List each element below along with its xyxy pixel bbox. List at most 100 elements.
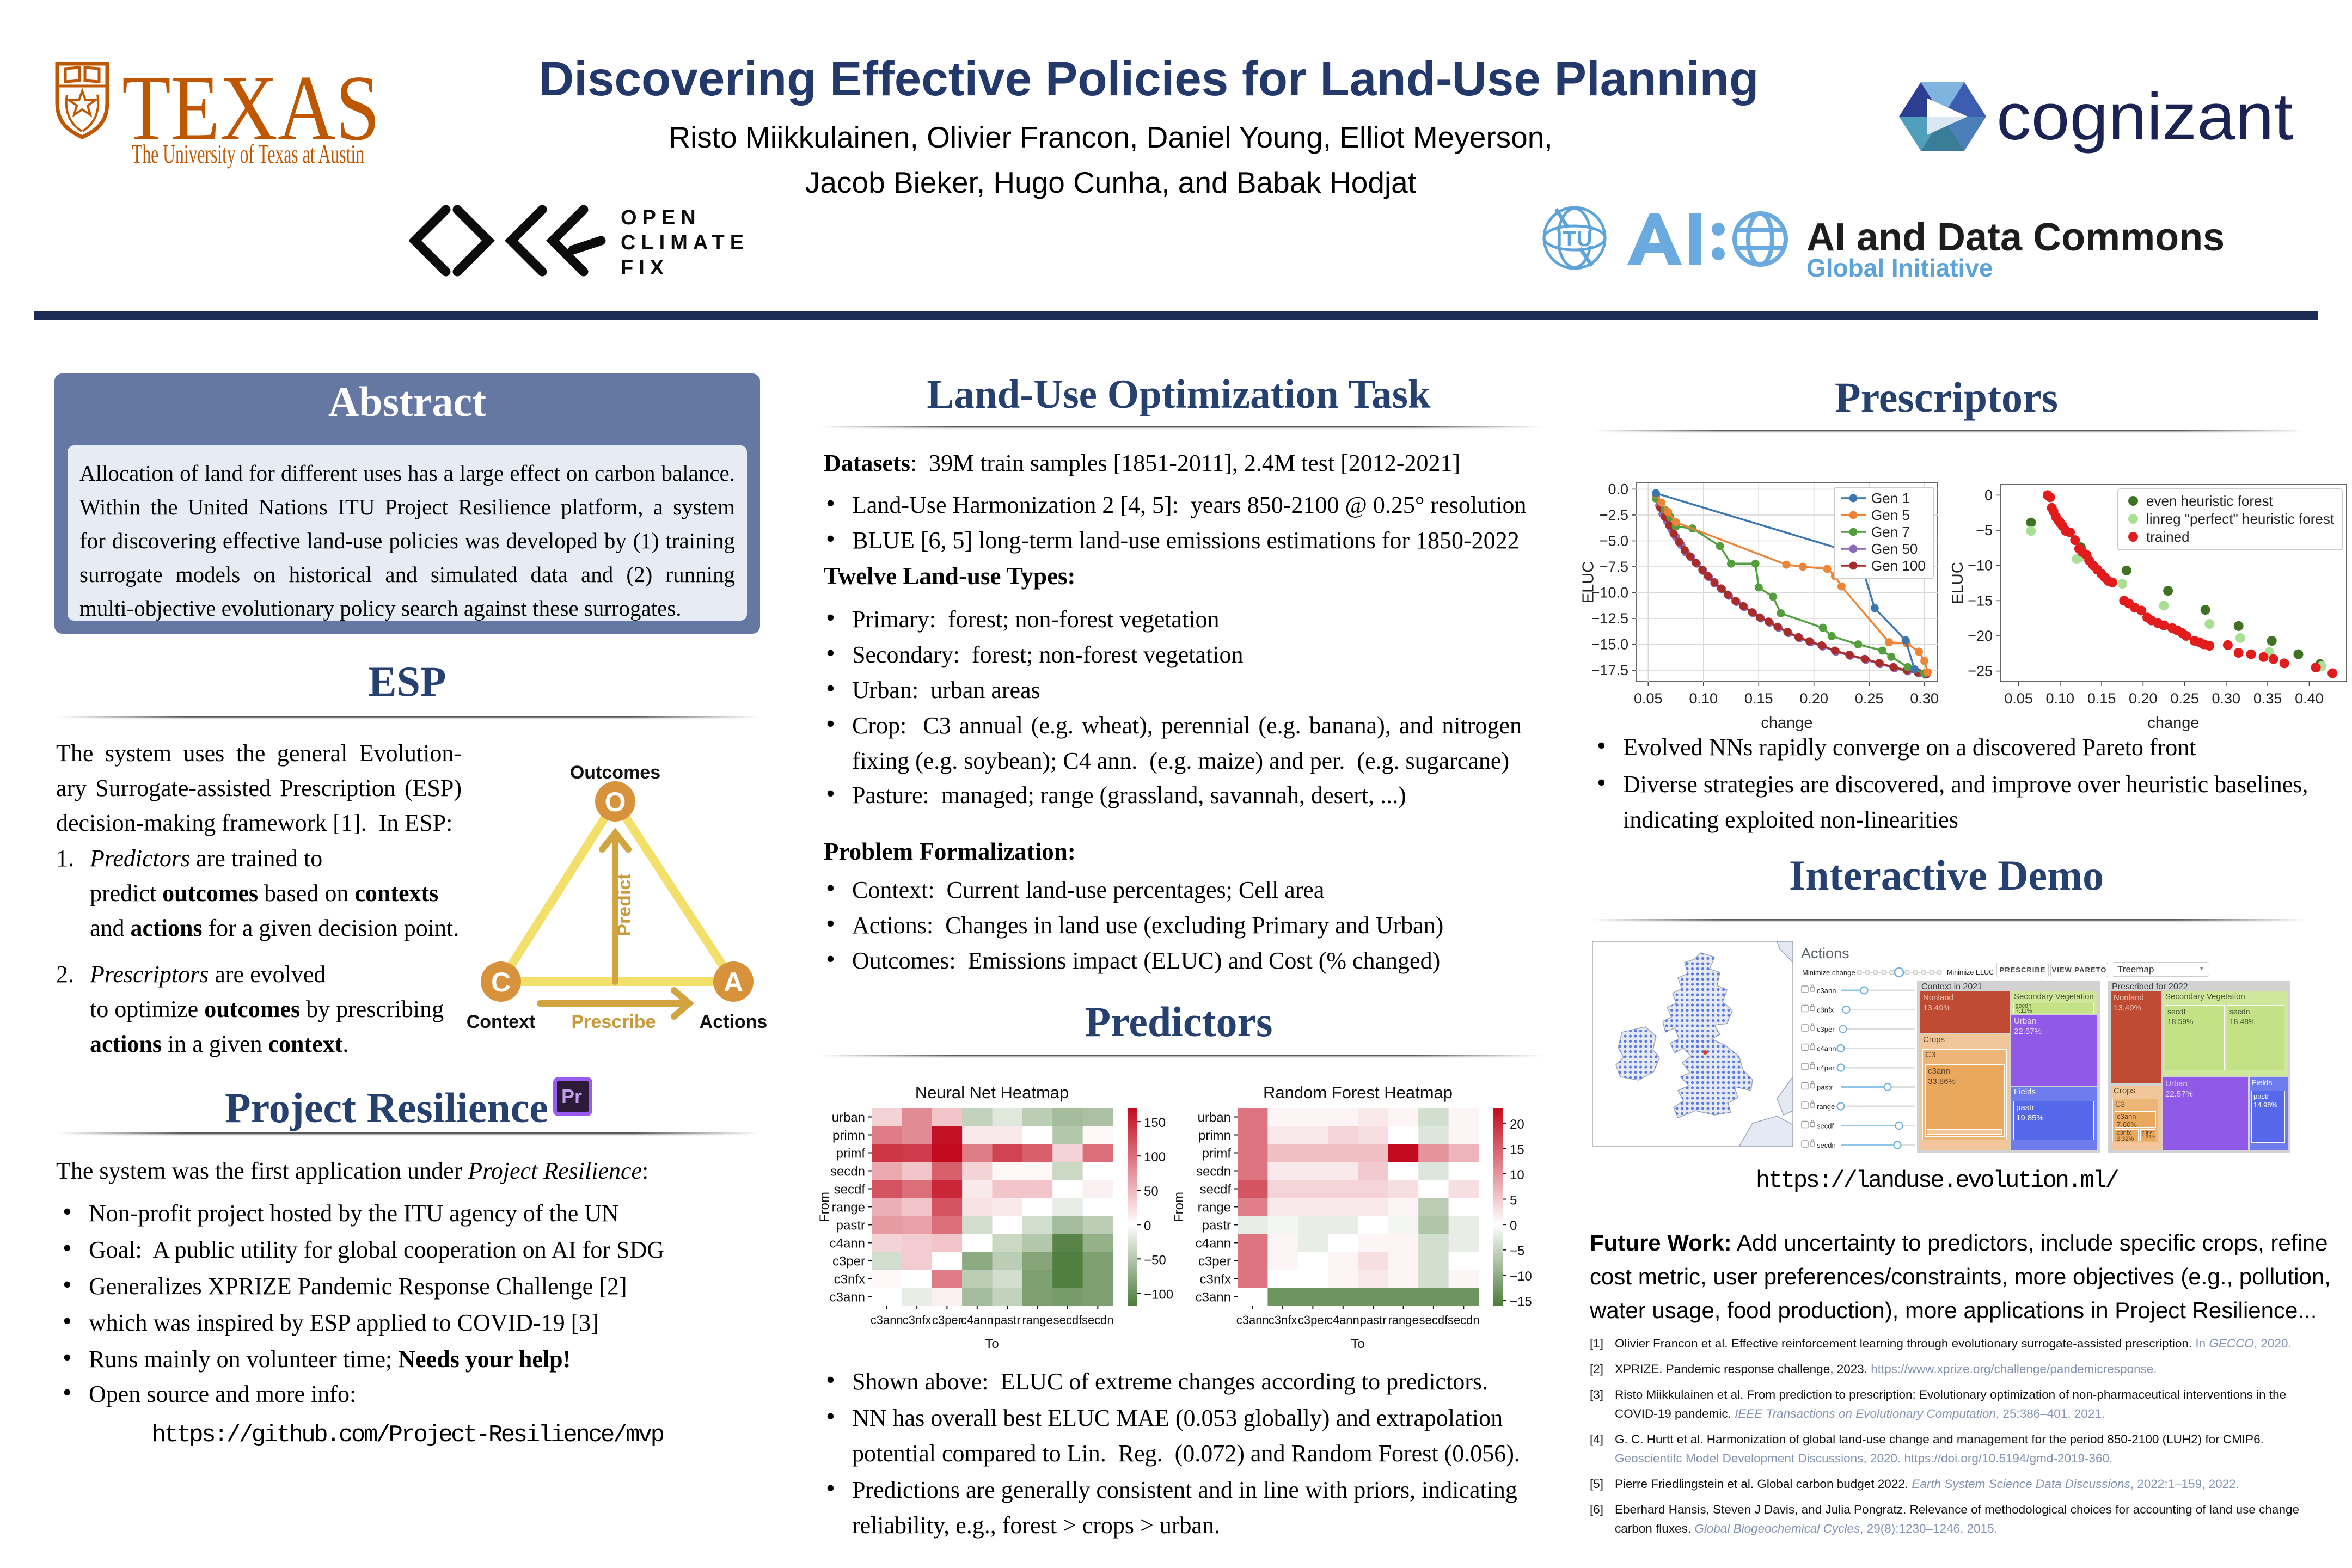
svg-text:secdn: secdn: [1817, 1141, 1836, 1149]
svg-text:c3nfx: c3nfx: [903, 1313, 932, 1327]
svg-text:From: From: [817, 1192, 832, 1222]
svg-text:0: 0: [1144, 1218, 1151, 1233]
svg-text:pastr: pastr: [1202, 1218, 1231, 1233]
svg-text:c3per: c3per: [1817, 1025, 1835, 1033]
svg-text:50: 50: [1144, 1184, 1159, 1199]
svg-text:c3nfx: c3nfx: [1200, 1272, 1231, 1287]
svg-text:−100: −100: [1144, 1287, 1173, 1302]
svg-text:range: range: [1817, 1102, 1835, 1111]
svg-text:c3ann: c3ann: [1817, 987, 1836, 995]
svg-text:range: range: [1198, 1200, 1231, 1215]
svg-text:c3per: c3per: [932, 1313, 962, 1327]
svg-text:CLIMATE: CLIMATE: [621, 231, 749, 254]
svg-text:c4ann: c4ann: [1196, 1236, 1231, 1251]
svg-text:−10.0: −10.0: [1591, 585, 1628, 601]
svg-text:Neural Net Heatmap: Neural Net Heatmap: [915, 1083, 1069, 1102]
svg-text:c4ann: c4ann: [1817, 1045, 1836, 1053]
svg-text:c3per: c3per: [832, 1254, 865, 1269]
svg-text:pastr: pastr: [1817, 1083, 1833, 1092]
svg-text:O: O: [605, 787, 626, 817]
svg-text:0.10: 0.10: [1689, 690, 1718, 707]
svg-text:−5: −5: [1976, 522, 1993, 538]
svg-text:0.35: 0.35: [2253, 690, 2282, 707]
svg-text:Predict: Predict: [614, 873, 635, 936]
svg-text:ELUC: ELUC: [1949, 562, 1967, 604]
svg-text:0.10: 0.10: [2046, 690, 2075, 707]
svg-text:c3per: c3per: [1198, 1254, 1231, 1269]
svg-text:Random Forest Heatmap: Random Forest Heatmap: [1263, 1083, 1453, 1102]
svg-text:0: 0: [1984, 487, 1993, 503]
svg-text:Prescribe: Prescribe: [572, 1012, 656, 1032]
svg-text:−50: −50: [1144, 1253, 1166, 1267]
svg-text:−15.0: −15.0: [1591, 636, 1628, 653]
svg-text:ITU: ITU: [1556, 227, 1592, 251]
svg-text:−20: −20: [1968, 628, 1993, 644]
svg-text:primn: primn: [832, 1129, 865, 1143]
svg-text:−7.5: −7.5: [1600, 559, 1628, 575]
svg-text:−5.0: −5.0: [1600, 533, 1628, 549]
svg-text:−25: −25: [1968, 663, 1993, 679]
svg-text:0.20: 0.20: [2129, 690, 2158, 707]
svg-text:urban: urban: [1198, 1111, 1231, 1125]
svg-text:trained: trained: [2146, 529, 2190, 545]
svg-text:A: A: [724, 967, 743, 997]
svg-text:Gen 50: Gen 50: [1871, 541, 1918, 557]
svg-text:ELUC: ELUC: [1580, 561, 1597, 603]
svg-text:−17.5: −17.5: [1591, 662, 1628, 678]
svg-text:To: To: [1351, 1337, 1364, 1351]
svg-text:0: 0: [1510, 1218, 1517, 1233]
svg-text:0.05: 0.05: [2004, 690, 2033, 707]
svg-text:primf: primf: [1202, 1147, 1232, 1161]
svg-text:0.05: 0.05: [1634, 690, 1663, 707]
svg-text:−15: −15: [1968, 592, 1993, 609]
svg-text:Gen 7: Gen 7: [1871, 524, 1910, 540]
svg-text:c3ann: c3ann: [830, 1290, 865, 1305]
svg-text:secdf: secdf: [1054, 1313, 1082, 1327]
svg-text:secdf: secdf: [1419, 1313, 1448, 1327]
svg-text:TEXAS: TEXAS: [122, 61, 380, 160]
svg-text:secdf: secdf: [834, 1183, 866, 1197]
svg-text:c4per: c4per: [1817, 1064, 1835, 1072]
svg-text:c3ann: c3ann: [1236, 1313, 1269, 1327]
svg-text:Outcomes: Outcomes: [570, 762, 660, 783]
svg-text:range: range: [1022, 1313, 1052, 1327]
svg-text:0.15: 0.15: [1744, 690, 1773, 707]
svg-text:c3ann: c3ann: [871, 1313, 903, 1327]
svg-text:c4ann: c4ann: [830, 1236, 865, 1251]
svg-text:15: 15: [1510, 1143, 1524, 1157]
svg-text:−10: −10: [1968, 558, 1993, 574]
svg-text:10: 10: [1510, 1168, 1524, 1183]
svg-text:Actions: Actions: [700, 1012, 768, 1032]
svg-text:From: From: [1172, 1192, 1186, 1222]
svg-text:0.25: 0.25: [2170, 690, 2199, 707]
svg-text:C: C: [491, 967, 511, 997]
svg-text:pastr: pastr: [836, 1218, 865, 1233]
svg-text:−2.5: −2.5: [1600, 507, 1628, 523]
svg-text:100: 100: [1144, 1150, 1166, 1165]
svg-text:5: 5: [1510, 1193, 1517, 1208]
svg-text:AI and Data Commons: AI and Data Commons: [1806, 216, 2225, 259]
svg-text:c3nfx: c3nfx: [1269, 1313, 1297, 1327]
svg-text:secdf: secdf: [1200, 1183, 1232, 1197]
svg-text:FIX: FIX: [621, 256, 669, 279]
svg-text:primf: primf: [836, 1147, 866, 1161]
svg-text:pastr: pastr: [994, 1313, 1021, 1327]
svg-text:c3nfx: c3nfx: [834, 1272, 865, 1287]
svg-text:The University of Texas at Aus: The University of Texas at Austin: [132, 139, 364, 169]
svg-text:0.30: 0.30: [2212, 690, 2241, 707]
svg-text:−10: −10: [1510, 1269, 1532, 1284]
svg-text:20: 20: [1510, 1117, 1524, 1132]
svg-text:c4ann: c4ann: [1327, 1313, 1359, 1327]
svg-text:−12.5: −12.5: [1591, 610, 1628, 627]
svg-text:Context: Context: [467, 1012, 536, 1032]
svg-text:0.25: 0.25: [1855, 690, 1884, 707]
svg-text:change: change: [1761, 714, 1812, 732]
svg-text:0.0: 0.0: [1608, 481, 1628, 497]
svg-text:c3per: c3per: [1298, 1313, 1328, 1327]
svg-text:Global Initiative: Global Initiative: [1806, 254, 1993, 280]
svg-text:0.30: 0.30: [1910, 690, 1939, 707]
svg-text:0.40: 0.40: [2295, 690, 2324, 707]
svg-text:−5: −5: [1510, 1244, 1524, 1259]
svg-text:Gen 5: Gen 5: [1871, 507, 1910, 523]
svg-text:secdn: secdn: [830, 1165, 865, 1179]
